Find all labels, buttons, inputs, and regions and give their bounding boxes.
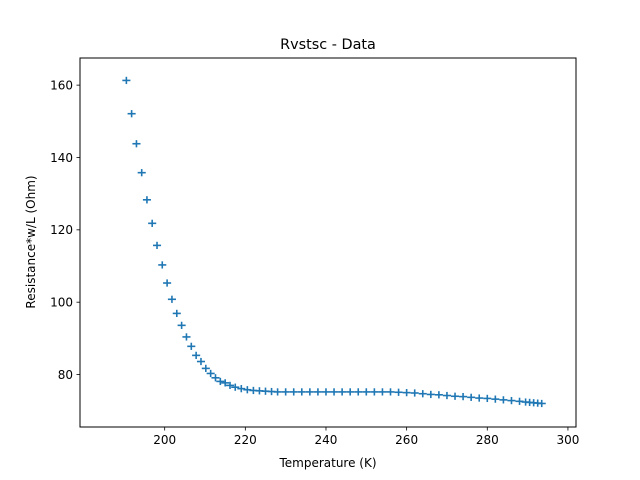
data-point: [313, 388, 322, 396]
data-point: [142, 196, 151, 204]
data-point: [221, 379, 230, 387]
data-point: [211, 374, 220, 382]
data-point: [491, 395, 500, 403]
data-point: [132, 140, 141, 148]
data-point: [434, 391, 443, 399]
x-tick-label: 200: [153, 433, 176, 447]
x-axis-ticks: 200 220 240 260 280 300: [153, 427, 579, 447]
data-point: [237, 385, 246, 393]
data-point: [338, 388, 347, 396]
data-point: [354, 388, 363, 396]
y-tick-label: 80: [58, 368, 73, 382]
data-point: [346, 388, 355, 396]
x-tick-label: 220: [234, 433, 257, 447]
data-point: [362, 388, 371, 396]
data-point: [122, 76, 131, 85]
data-point: [402, 389, 411, 397]
data-point: [394, 388, 403, 396]
data-point: [289, 388, 298, 396]
data-point: [187, 342, 196, 350]
x-tick-label: 260: [395, 433, 418, 447]
data-point: [410, 389, 419, 397]
chart-title: Rvstsc - Data: [280, 37, 376, 53]
data-point: [386, 388, 395, 396]
data-point: [152, 241, 162, 250]
x-axis-label: Temperature (K): [278, 456, 376, 470]
data-point: [137, 169, 146, 177]
data-point: [163, 279, 172, 287]
x-tick-label: 300: [556, 433, 579, 447]
data-point: [370, 388, 379, 396]
y-tick-label: 100: [50, 295, 73, 309]
plot-area-frame: [79, 57, 577, 428]
data-point: [167, 295, 176, 303]
data-point: [459, 392, 468, 401]
data-point: [148, 219, 157, 227]
data-point: [231, 383, 240, 391]
data-point: [442, 391, 451, 400]
y-axis-label: Resistance*w/L (Ohm): [24, 175, 38, 308]
data-point: [192, 351, 201, 359]
data-point: [450, 392, 460, 400]
data-point: [281, 388, 290, 396]
data-point: [127, 110, 136, 118]
y-tick-label: 140: [50, 151, 73, 165]
y-axis-ticks: 80 100 120 140 160: [50, 78, 80, 382]
data-point: [475, 394, 484, 402]
x-tick-label: 240: [315, 433, 338, 447]
data-point: [537, 399, 546, 408]
data-point: [426, 390, 435, 399]
data-point: [330, 388, 339, 396]
data-point: [182, 333, 191, 341]
data-point: [499, 396, 508, 404]
x-tick-label: 280: [476, 433, 499, 447]
data-point: [216, 377, 225, 386]
data-point: [201, 364, 210, 373]
y-tick-label: 160: [50, 78, 73, 92]
data-point: [177, 321, 186, 329]
data-point: [273, 388, 282, 396]
data-point: [297, 388, 306, 396]
data-point: [321, 388, 331, 396]
data-point: [483, 394, 492, 403]
data-point: [196, 357, 206, 366]
data-point: [378, 388, 387, 396]
data-point: [172, 309, 181, 318]
data-point: [305, 388, 314, 396]
data-point: [507, 396, 516, 405]
y-tick-label: 120: [50, 223, 73, 237]
data-point: [467, 393, 476, 401]
data-point: [206, 369, 215, 378]
data-point: [418, 390, 427, 398]
data-point: [158, 261, 167, 269]
data-marks: [122, 76, 546, 408]
data-point: [225, 381, 235, 390]
